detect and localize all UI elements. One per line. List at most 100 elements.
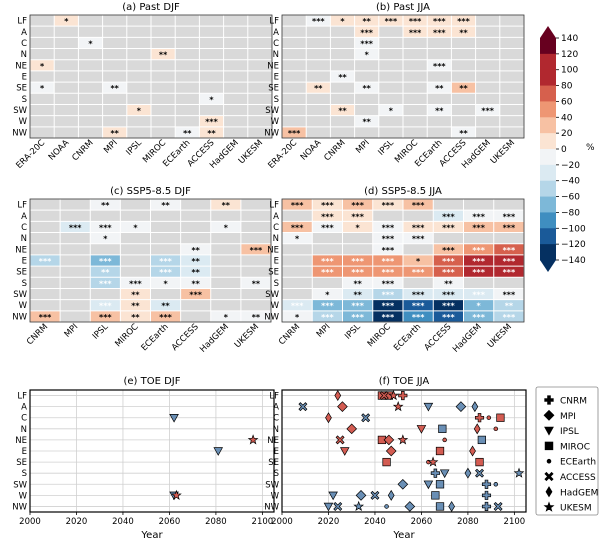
legend-label: CNRM: [560, 397, 587, 407]
heatmap-cell: [90, 221, 121, 233]
heatmap-cell: [403, 299, 434, 311]
colorbar-segment: [540, 101, 556, 118]
heatmap-cell: [282, 199, 313, 211]
heatmap-cell: [354, 48, 379, 60]
y-tick-label: SW: [13, 106, 27, 116]
y-tick-label: E: [274, 257, 279, 267]
y-tick-label: C: [273, 414, 279, 424]
legend-label: MPI: [560, 412, 576, 422]
marker-star: [353, 500, 365, 512]
significance-label: ***: [412, 201, 425, 210]
marker-plus: [430, 468, 440, 478]
significance-label: **: [353, 291, 362, 300]
marker-plus: [481, 479, 492, 489]
colorbar-segment: [540, 244, 556, 261]
significance-label: ***: [39, 313, 52, 322]
heatmap-cell: [282, 299, 313, 311]
heatmap-cell: [342, 199, 373, 211]
significance-label: ***: [99, 313, 112, 322]
colorbar-tick-label: 60: [561, 97, 573, 107]
heatmap-cell: [306, 82, 331, 94]
heatmap-cell: [90, 299, 121, 311]
legend-label: ECEarth: [560, 458, 596, 468]
heatmap-cell: [240, 243, 271, 255]
x-tick-label: MPI: [63, 322, 81, 340]
y-tick-label: C: [273, 223, 279, 233]
x-tick-label: 2000: [19, 517, 41, 527]
significance-label: **: [183, 129, 192, 138]
heatmap-cell: [463, 299, 494, 311]
heatmap-cell: [372, 199, 403, 211]
significance-label: ***: [442, 313, 455, 322]
significance-label: ***: [433, 17, 446, 26]
y-tick-label: W: [19, 117, 28, 127]
colorbar-tick-label: 100: [561, 66, 578, 76]
marker-plus: [481, 501, 492, 512]
panel-frame: [281, 198, 525, 323]
significance-label: ***: [351, 212, 364, 221]
colorbar-segment: [540, 133, 556, 150]
heatmap-cell: [372, 299, 403, 311]
y-tick-label: NE: [267, 61, 279, 71]
heatmap-cell: [403, 26, 428, 38]
marker-triangle-down: [323, 502, 334, 512]
heatmap-cell: [240, 277, 271, 289]
x-tick-label: CNRM: [70, 138, 95, 163]
marker-dot: [546, 458, 552, 464]
heatmap-cell: [282, 221, 313, 233]
heatmap-cell: [342, 310, 373, 322]
heatmap-cell: [312, 266, 343, 278]
x-tick-label: 2020: [318, 517, 340, 527]
heatmap-cell: [312, 254, 343, 267]
y-tick-label: S: [22, 95, 27, 105]
y-tick-label: N: [273, 425, 279, 435]
heatmap-cell: [210, 310, 241, 322]
marker-plus: [481, 490, 492, 500]
significance-label: **: [192, 246, 201, 255]
y-tick-label: NW: [12, 312, 27, 322]
significance-label: ***: [472, 268, 485, 277]
y-tick-label: SW: [265, 290, 279, 300]
y-tick-label: SE: [268, 268, 279, 278]
significance-label: **: [207, 129, 216, 138]
x-tick-label: ACCESS: [170, 322, 201, 353]
heatmap-cell: [354, 115, 379, 127]
colorbar-tick-label: −80: [561, 208, 580, 218]
heatmap-cell: [312, 199, 343, 211]
marker-plus: [474, 413, 485, 423]
colorbar-tick-label: −60: [561, 193, 580, 203]
marker-diamond: [346, 423, 358, 435]
significance-label: ***: [360, 39, 373, 48]
significance-label: ***: [351, 268, 364, 277]
heatmap-cell: [372, 232, 403, 244]
y-tick-label: SE: [268, 84, 279, 94]
significance-label: ***: [503, 223, 516, 232]
y-tick-label: S: [274, 469, 279, 479]
colorbar-segment: [540, 228, 556, 245]
significance-label: ***: [412, 313, 425, 322]
significance-label: **: [314, 84, 323, 93]
heatmap-cell: [90, 266, 121, 278]
x-tick-label: UKESM: [233, 322, 261, 350]
significance-label: *: [40, 84, 45, 93]
heatmap-cell: [282, 232, 313, 244]
heatmap-cell: [493, 288, 524, 300]
heatmap-cell: [180, 277, 211, 289]
marker-diamond: [455, 401, 467, 412]
heatmap-panel: (d) SSP5-8.5 JJA*** *** *** *** ****** *** ***…: [264, 186, 525, 355]
marker-x: [335, 435, 345, 445]
heatmap-cell: [102, 82, 127, 94]
significance-label: **: [444, 279, 453, 288]
heatmap-cell: [151, 48, 176, 60]
significance-label: **: [222, 201, 231, 210]
panel-title: (b) Past JJA: [376, 2, 430, 13]
significance-label: *: [103, 235, 108, 244]
significance-label: ***: [412, 223, 425, 232]
marker-square: [477, 435, 486, 445]
colorbar-segment: [540, 196, 556, 213]
heatmap-cell: [493, 243, 524, 255]
y-tick-label: S: [22, 469, 27, 479]
x-tick-label: MPI: [102, 138, 120, 156]
significance-label: ***: [351, 313, 364, 322]
